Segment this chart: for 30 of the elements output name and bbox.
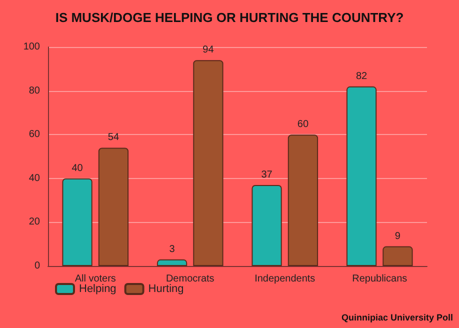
x-tick-label: Independents (254, 274, 316, 284)
y-tick-label: 20 (28, 216, 40, 228)
y-tick-label: 0 (34, 260, 40, 272)
bar (62, 178, 92, 266)
bar (382, 246, 413, 266)
data-label: 60 (297, 119, 309, 130)
data-label: 9 (394, 230, 401, 242)
data-label: 3 (169, 244, 176, 255)
data-label: 94 (202, 44, 214, 56)
data-label: 54 (108, 132, 120, 144)
bar (346, 86, 377, 266)
bar (252, 184, 282, 266)
data-label: 82 (356, 70, 368, 82)
x-tick-label: Democrats (166, 274, 214, 284)
x-tick-label: All voters (74, 274, 116, 284)
bar (193, 60, 224, 266)
data-label: 37 (261, 169, 273, 180)
data-label: 40 (72, 162, 84, 174)
bar (98, 148, 129, 266)
legend-label: Helping (79, 283, 116, 295)
bar (288, 134, 318, 266)
legend-label: Hurting (148, 283, 184, 295)
text: Quinnipiac University Poll (341, 312, 454, 322)
y-tick-label: 100 (23, 42, 40, 52)
chart-title: IS MUSK/DOGE HELPING OR HURTING THE COUNTRY? (55, 10, 404, 25)
y-tick-label: 80 (28, 85, 40, 96)
x-tick-label: Republicans (352, 274, 408, 284)
y-tick-label: 40 (28, 172, 40, 184)
bar (156, 259, 188, 266)
y-tick-label: 60 (28, 129, 40, 140)
